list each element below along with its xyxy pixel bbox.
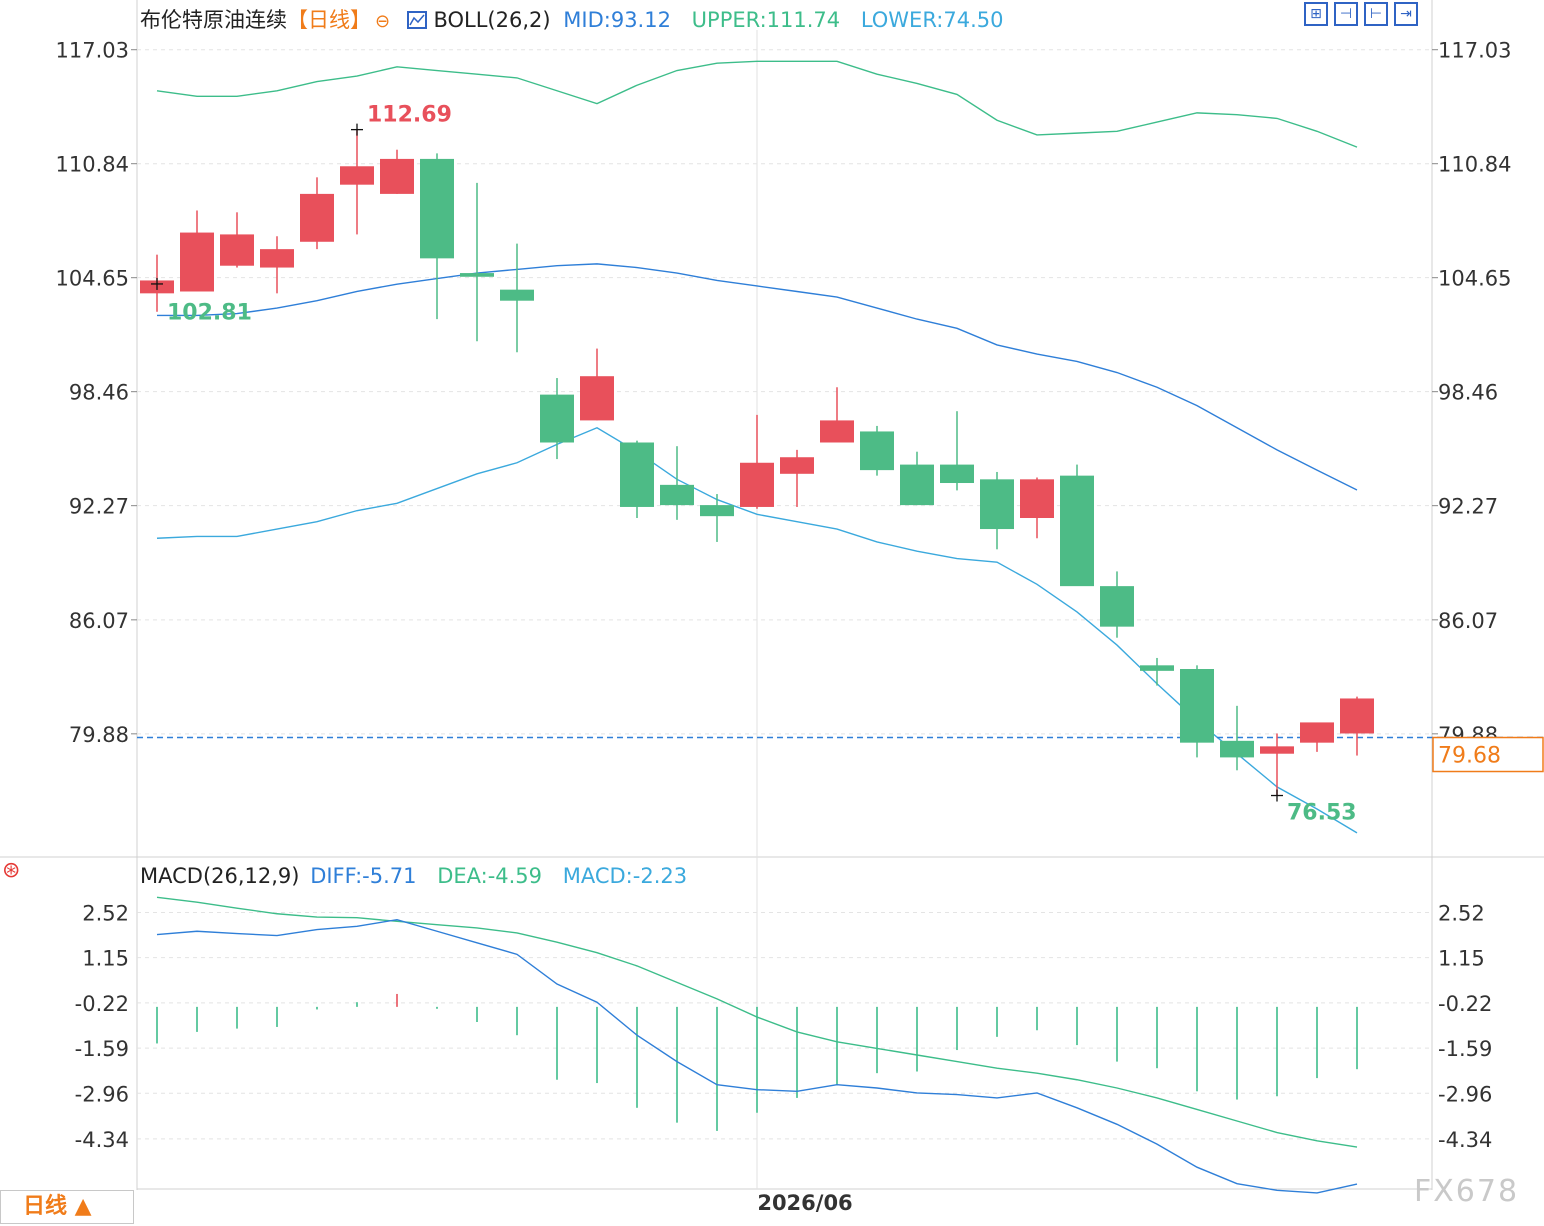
indicator-settings-icon[interactable]: ⊛ bbox=[2, 858, 21, 883]
candle-body bbox=[1340, 698, 1374, 734]
candle-body bbox=[220, 234, 254, 266]
price-tick-label-left: 117.03 bbox=[56, 39, 129, 63]
candle-body bbox=[860, 431, 894, 471]
candlesticks bbox=[140, 129, 1374, 796]
boll-chart-icon[interactable] bbox=[406, 11, 427, 29]
candle-body bbox=[700, 505, 734, 517]
grid-lines bbox=[0, 0, 1544, 1190]
macd-tick-label-right: -4.34 bbox=[1438, 1128, 1492, 1152]
candle-body bbox=[180, 232, 214, 292]
candle-body bbox=[740, 462, 774, 507]
macd-diff-value: DIFF:-5.71 bbox=[310, 864, 417, 888]
macd-tick-label-right: -0.22 bbox=[1438, 992, 1492, 1016]
price-tick-label-left: 98.46 bbox=[69, 381, 129, 405]
candle-body bbox=[580, 376, 614, 421]
macd-tick-label-right: -1.59 bbox=[1438, 1037, 1492, 1061]
macd-tick-label-right: 1.15 bbox=[1438, 947, 1485, 971]
candle-body bbox=[1100, 586, 1134, 627]
candle-body bbox=[260, 249, 294, 268]
macd-tick-label-left: 2.52 bbox=[82, 901, 129, 925]
diff-line bbox=[156, 918, 1358, 1194]
candle-body bbox=[420, 158, 454, 259]
boll-mid-value: MID:93.12 bbox=[563, 8, 671, 32]
price-tick-label-right: 104.65 bbox=[1438, 267, 1511, 291]
macd-macd-value: MACD:-2.23 bbox=[562, 864, 688, 888]
price-tick-label-left: 86.07 bbox=[69, 609, 129, 633]
watermark: FX678 bbox=[1414, 1174, 1520, 1209]
macd-dea-value: DEA:-4.59 bbox=[437, 864, 543, 888]
price-tick-label-left: 104.65 bbox=[56, 267, 129, 291]
candle-body bbox=[980, 479, 1014, 530]
candle-body bbox=[1220, 740, 1254, 758]
price-tick-label-right: 92.27 bbox=[1438, 495, 1498, 519]
collapse-icon[interactable]: ⊖ bbox=[375, 11, 391, 32]
boll-lower-value: LOWER:74.50 bbox=[860, 8, 1004, 32]
candle-body bbox=[460, 273, 494, 277]
boll-mid-line bbox=[157, 263, 1358, 491]
high-price-label: 112.69 bbox=[367, 103, 452, 128]
x-axis-label: 2026/06 bbox=[757, 1191, 852, 1215]
macd-tick-label-right: -2.96 bbox=[1438, 1082, 1492, 1106]
scroll-right-icon[interactable]: ⇥ bbox=[1394, 2, 1418, 26]
candle-body bbox=[380, 158, 414, 194]
candle-body bbox=[1140, 665, 1174, 671]
price-tick-label-left: 79.88 bbox=[69, 723, 129, 747]
period-tag[interactable]: 【日线】 bbox=[287, 8, 371, 32]
zoom-in-icon[interactable]: ⊣ bbox=[1334, 2, 1358, 26]
start-price-label: 102.81 bbox=[167, 301, 252, 326]
macd-tick-label-right: 2.52 bbox=[1438, 901, 1485, 925]
macd-header: MACD(26,12,9) DIFF:-5.71 DEA:-4.59 MACD:… bbox=[140, 864, 687, 888]
candle-body bbox=[660, 484, 694, 506]
candle-body bbox=[300, 193, 334, 242]
boll-upper-value: UPPER:111.74 bbox=[691, 8, 841, 32]
macd-tick-label-left: -1.59 bbox=[75, 1037, 129, 1061]
price-annotations: 112.69 102.81 76.53 bbox=[151, 103, 1357, 826]
candle-body bbox=[1060, 475, 1094, 587]
chart-toolbar: ⊞ ⊣ ⊢ ⇥ bbox=[1304, 2, 1418, 26]
low-price-label: 76.53 bbox=[1287, 801, 1357, 826]
axis-labels: 117.03 117.03 110.84 110.84 104.65 104.65 98.4… bbox=[56, 39, 1544, 1215]
price-tick-label-left: 92.27 bbox=[69, 495, 129, 519]
candle-body bbox=[340, 166, 374, 185]
candle-body bbox=[780, 457, 814, 474]
candle-body bbox=[1180, 669, 1214, 743]
chart-header: 布伦特原油连续【日线】 ⊖ BOLL(26,2) MID:93.12 UPPER:… bbox=[140, 4, 1003, 34]
boll-label: BOLL(26,2) bbox=[433, 8, 551, 32]
macd-tick-label-left: 1.15 bbox=[82, 947, 129, 971]
macd-tick-label-left: -2.96 bbox=[75, 1082, 129, 1106]
price-tick-label-right: 110.84 bbox=[1438, 153, 1511, 177]
price-tick-label-right: 117.03 bbox=[1438, 39, 1511, 63]
candle-body bbox=[1020, 479, 1054, 519]
candle-body bbox=[1260, 746, 1294, 754]
candle-body bbox=[620, 442, 654, 507]
instrument-title: 布伦特原油连续 bbox=[140, 8, 287, 32]
candle-body bbox=[1300, 722, 1334, 743]
macd-tick-label-left: -0.22 bbox=[75, 992, 129, 1016]
price-tick-label-left: 110.84 bbox=[56, 153, 129, 177]
candle-body bbox=[500, 289, 534, 301]
dea-line bbox=[156, 896, 1358, 1148]
last-price-box bbox=[1432, 736, 1544, 773]
candle-body bbox=[940, 464, 974, 484]
period-selector[interactable]: 日线 ▲ bbox=[0, 1190, 134, 1224]
candle-body bbox=[820, 420, 854, 443]
fit-icon[interactable]: ⊞ bbox=[1304, 2, 1328, 26]
price-tick-label-right: 86.07 bbox=[1438, 609, 1498, 633]
zoom-out-icon[interactable]: ⊢ bbox=[1364, 2, 1388, 26]
macd-tick-label-left: -4.34 bbox=[75, 1128, 129, 1152]
boll-upper-line bbox=[156, 60, 1358, 148]
price-tick-label-right: 98.46 bbox=[1438, 381, 1498, 405]
candle-body bbox=[540, 394, 574, 443]
macd-label: MACD(26,12,9) bbox=[140, 864, 300, 888]
macd-panel bbox=[156, 896, 1358, 1194]
last-price-label: 79.68 bbox=[1438, 744, 1501, 769]
candle-body bbox=[900, 464, 934, 506]
